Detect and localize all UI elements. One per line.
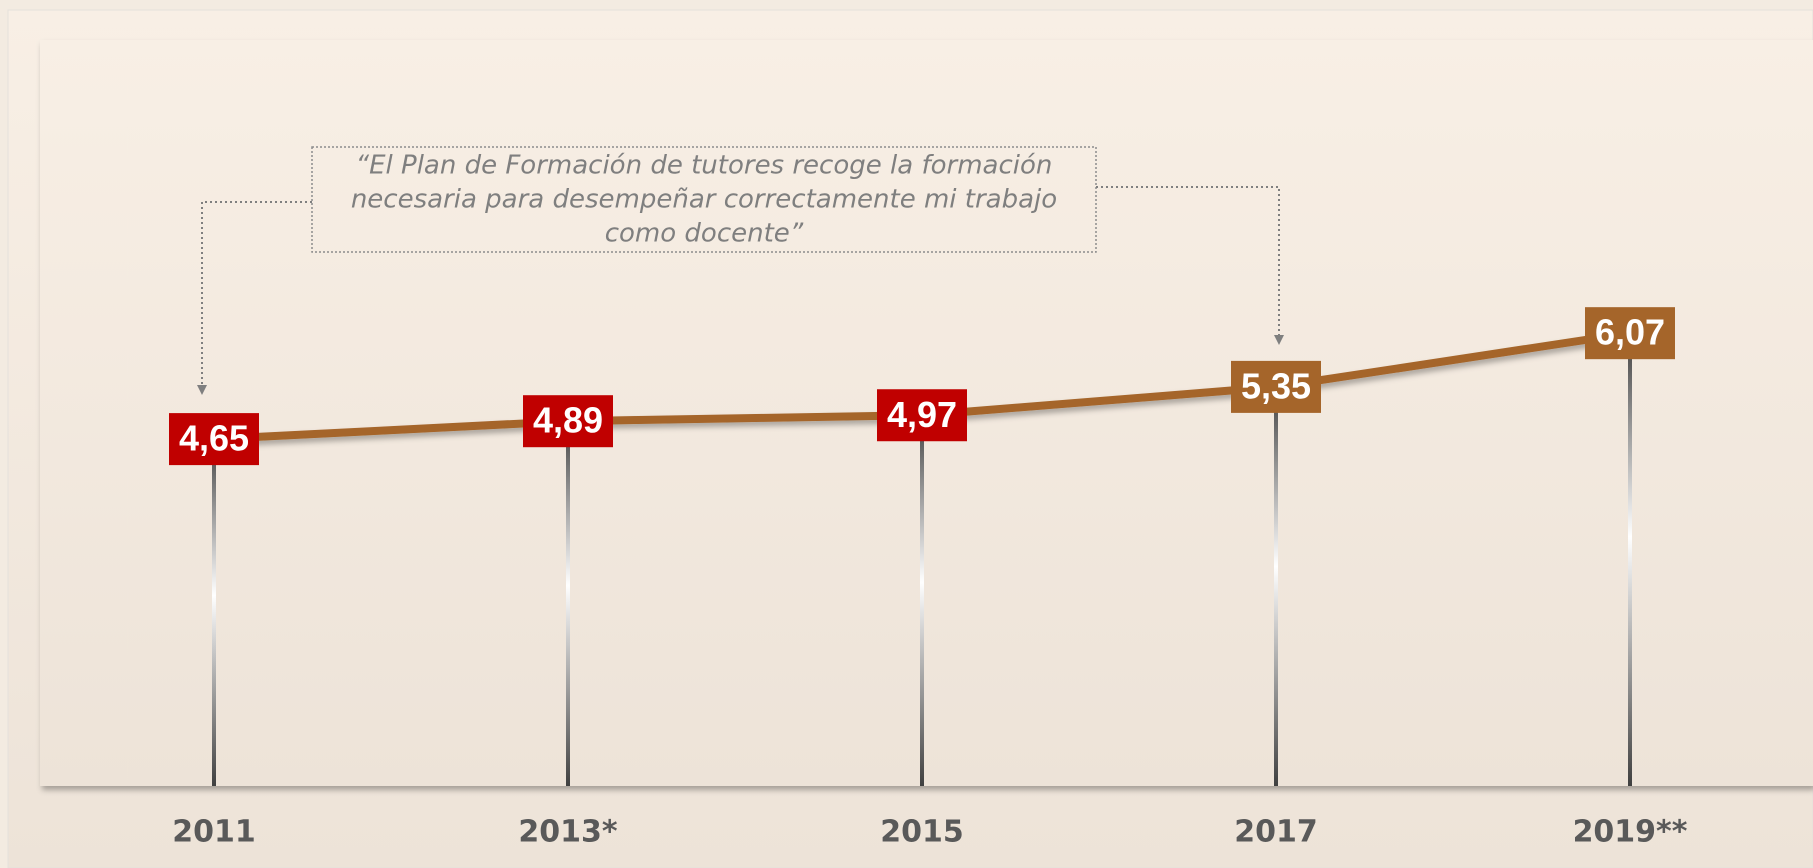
x-tick-label: 2019** [1573,815,1688,850]
x-tick-label: 2011 [172,815,256,850]
value-label: 4,65 [179,418,249,459]
value-label: 4,97 [887,394,957,435]
value-label-box [1585,307,1675,360]
value-label-box [169,413,259,466]
x-tick-label: 2015 [880,815,964,850]
annotation-arrow [1096,186,1284,345]
stem [212,439,216,786]
annotation-text: como docente” [605,219,804,249]
value-label-box [523,395,613,448]
value-label: 5,35 [1241,365,1311,406]
annotation-box [311,146,1097,253]
annotation-text: necesaria para desempeñar correctamente … [351,185,1057,215]
stem [1274,386,1278,786]
annotation-arrow [197,201,312,395]
stem [1628,333,1632,786]
x-tick-label: 2017 [1234,815,1318,850]
x-tick-label: 2013* [518,815,617,850]
stem [566,421,570,786]
stem [920,415,924,786]
value-label: 6,07 [1595,312,1665,353]
value-label-box [1231,360,1321,413]
value-label: 4,89 [533,400,603,441]
value-label-box [877,389,967,442]
annotation-text: “El Plan de Formación de tutores recoge … [356,151,1053,181]
